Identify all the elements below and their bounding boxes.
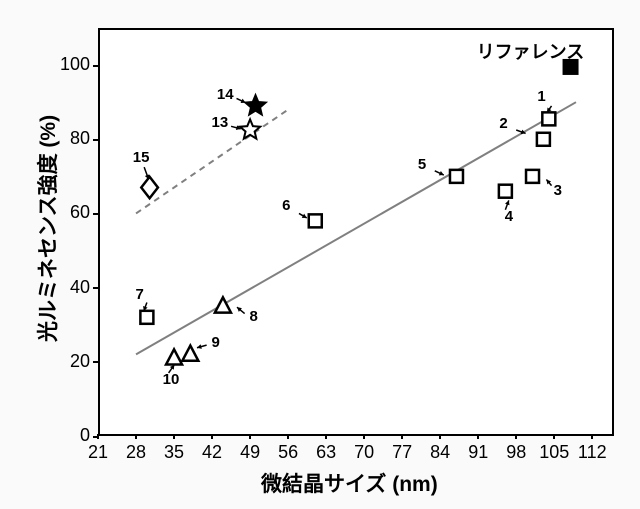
arrow-icon bbox=[0, 0, 640, 509]
chart-container: { "figure": { "width_px": 640, "height_p… bbox=[0, 0, 640, 509]
